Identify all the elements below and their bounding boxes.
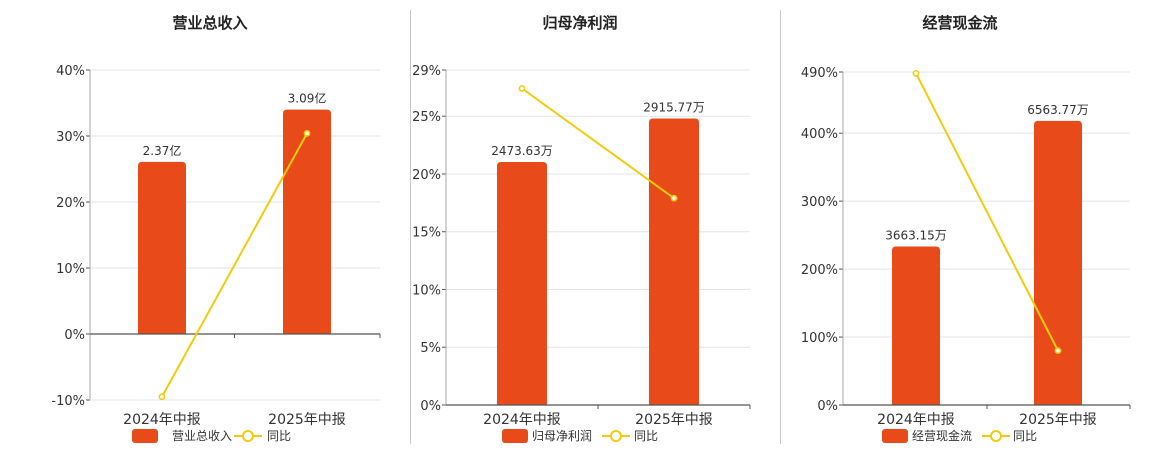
line-point — [158, 393, 166, 401]
x-tick-label: 2024年中报 — [123, 412, 201, 428]
legend-label: 同比 — [634, 429, 658, 443]
y-tick-label: 0% — [64, 328, 85, 343]
y-tick-label: 0% — [420, 399, 441, 414]
x-tick-label: 2024年中报 — [877, 412, 955, 428]
legend-swatch-marker — [990, 430, 1002, 442]
bar — [283, 109, 331, 334]
legend-label: 归母净利润 — [532, 429, 592, 443]
bar-data-label: 2.37亿 — [143, 143, 182, 158]
y-tick-label: 29% — [412, 64, 441, 79]
y-tick-label: 10% — [412, 283, 441, 298]
chart-title: 归母净利润 — [542, 14, 617, 32]
x-tick-label: 2024年中报 — [483, 412, 561, 428]
line-point — [303, 129, 311, 137]
legend-label: 营业总收入 — [172, 429, 232, 443]
y-tick-label: 490% — [801, 66, 838, 81]
chart-title: 营业总收入 — [172, 14, 247, 32]
line-point — [518, 85, 526, 92]
bar — [649, 118, 699, 405]
y-tick-label: 20% — [412, 168, 441, 183]
y-tick-label: 100% — [801, 331, 838, 346]
y-tick-label: 10% — [56, 262, 85, 277]
y-tick-label: 0% — [817, 399, 838, 414]
line-point — [670, 194, 678, 202]
bar-data-label: 2915.77万 — [643, 101, 705, 115]
legend-swatch-marker — [610, 430, 622, 442]
legend-swatch-marker — [242, 430, 254, 442]
bar — [892, 246, 940, 405]
x-tick-label: 2025年中报 — [635, 412, 713, 428]
legend-label: 同比 — [267, 429, 291, 443]
series-line-yoy — [161, 132, 308, 398]
y-tick-label: -10% — [51, 394, 85, 409]
series-line-yoy — [915, 72, 1059, 352]
bar — [138, 161, 186, 334]
legend-label: 经营现金流 — [912, 428, 972, 443]
y-tick-label: 40% — [56, 64, 85, 79]
x-tick-label: 2025年中报 — [1019, 412, 1097, 428]
legend-swatch-bar — [502, 429, 528, 443]
y-tick-label: 200% — [801, 263, 838, 278]
line-point — [912, 69, 920, 77]
legend-swatch-bar — [882, 429, 908, 443]
panel-divider — [410, 10, 411, 444]
y-tick-label: 300% — [801, 195, 838, 210]
y-tick-label: 5% — [420, 341, 441, 356]
line-point — [1054, 347, 1062, 355]
y-tick-label: 15% — [412, 226, 441, 241]
legend-label: 同比 — [1013, 429, 1037, 443]
bar-data-label: 6563.77万 — [1027, 103, 1089, 117]
bar — [497, 161, 547, 405]
bar — [1034, 120, 1082, 406]
bar-data-label: 3663.15万 — [885, 228, 947, 242]
panel-divider — [780, 10, 781, 444]
series-line-yoy — [521, 87, 675, 200]
y-tick-label: 400% — [801, 127, 838, 142]
y-tick-label: 20% — [56, 196, 85, 211]
bar-data-label: 3.09亿 — [288, 91, 327, 106]
legend-swatch-bar — [132, 429, 158, 443]
y-tick-label: 25% — [412, 110, 441, 125]
chart-title: 经营现金流 — [922, 14, 997, 32]
y-tick-label: 30% — [56, 130, 85, 145]
x-tick-label: 2025年中报 — [268, 412, 346, 428]
bar-data-label: 2473.63万 — [491, 144, 553, 158]
